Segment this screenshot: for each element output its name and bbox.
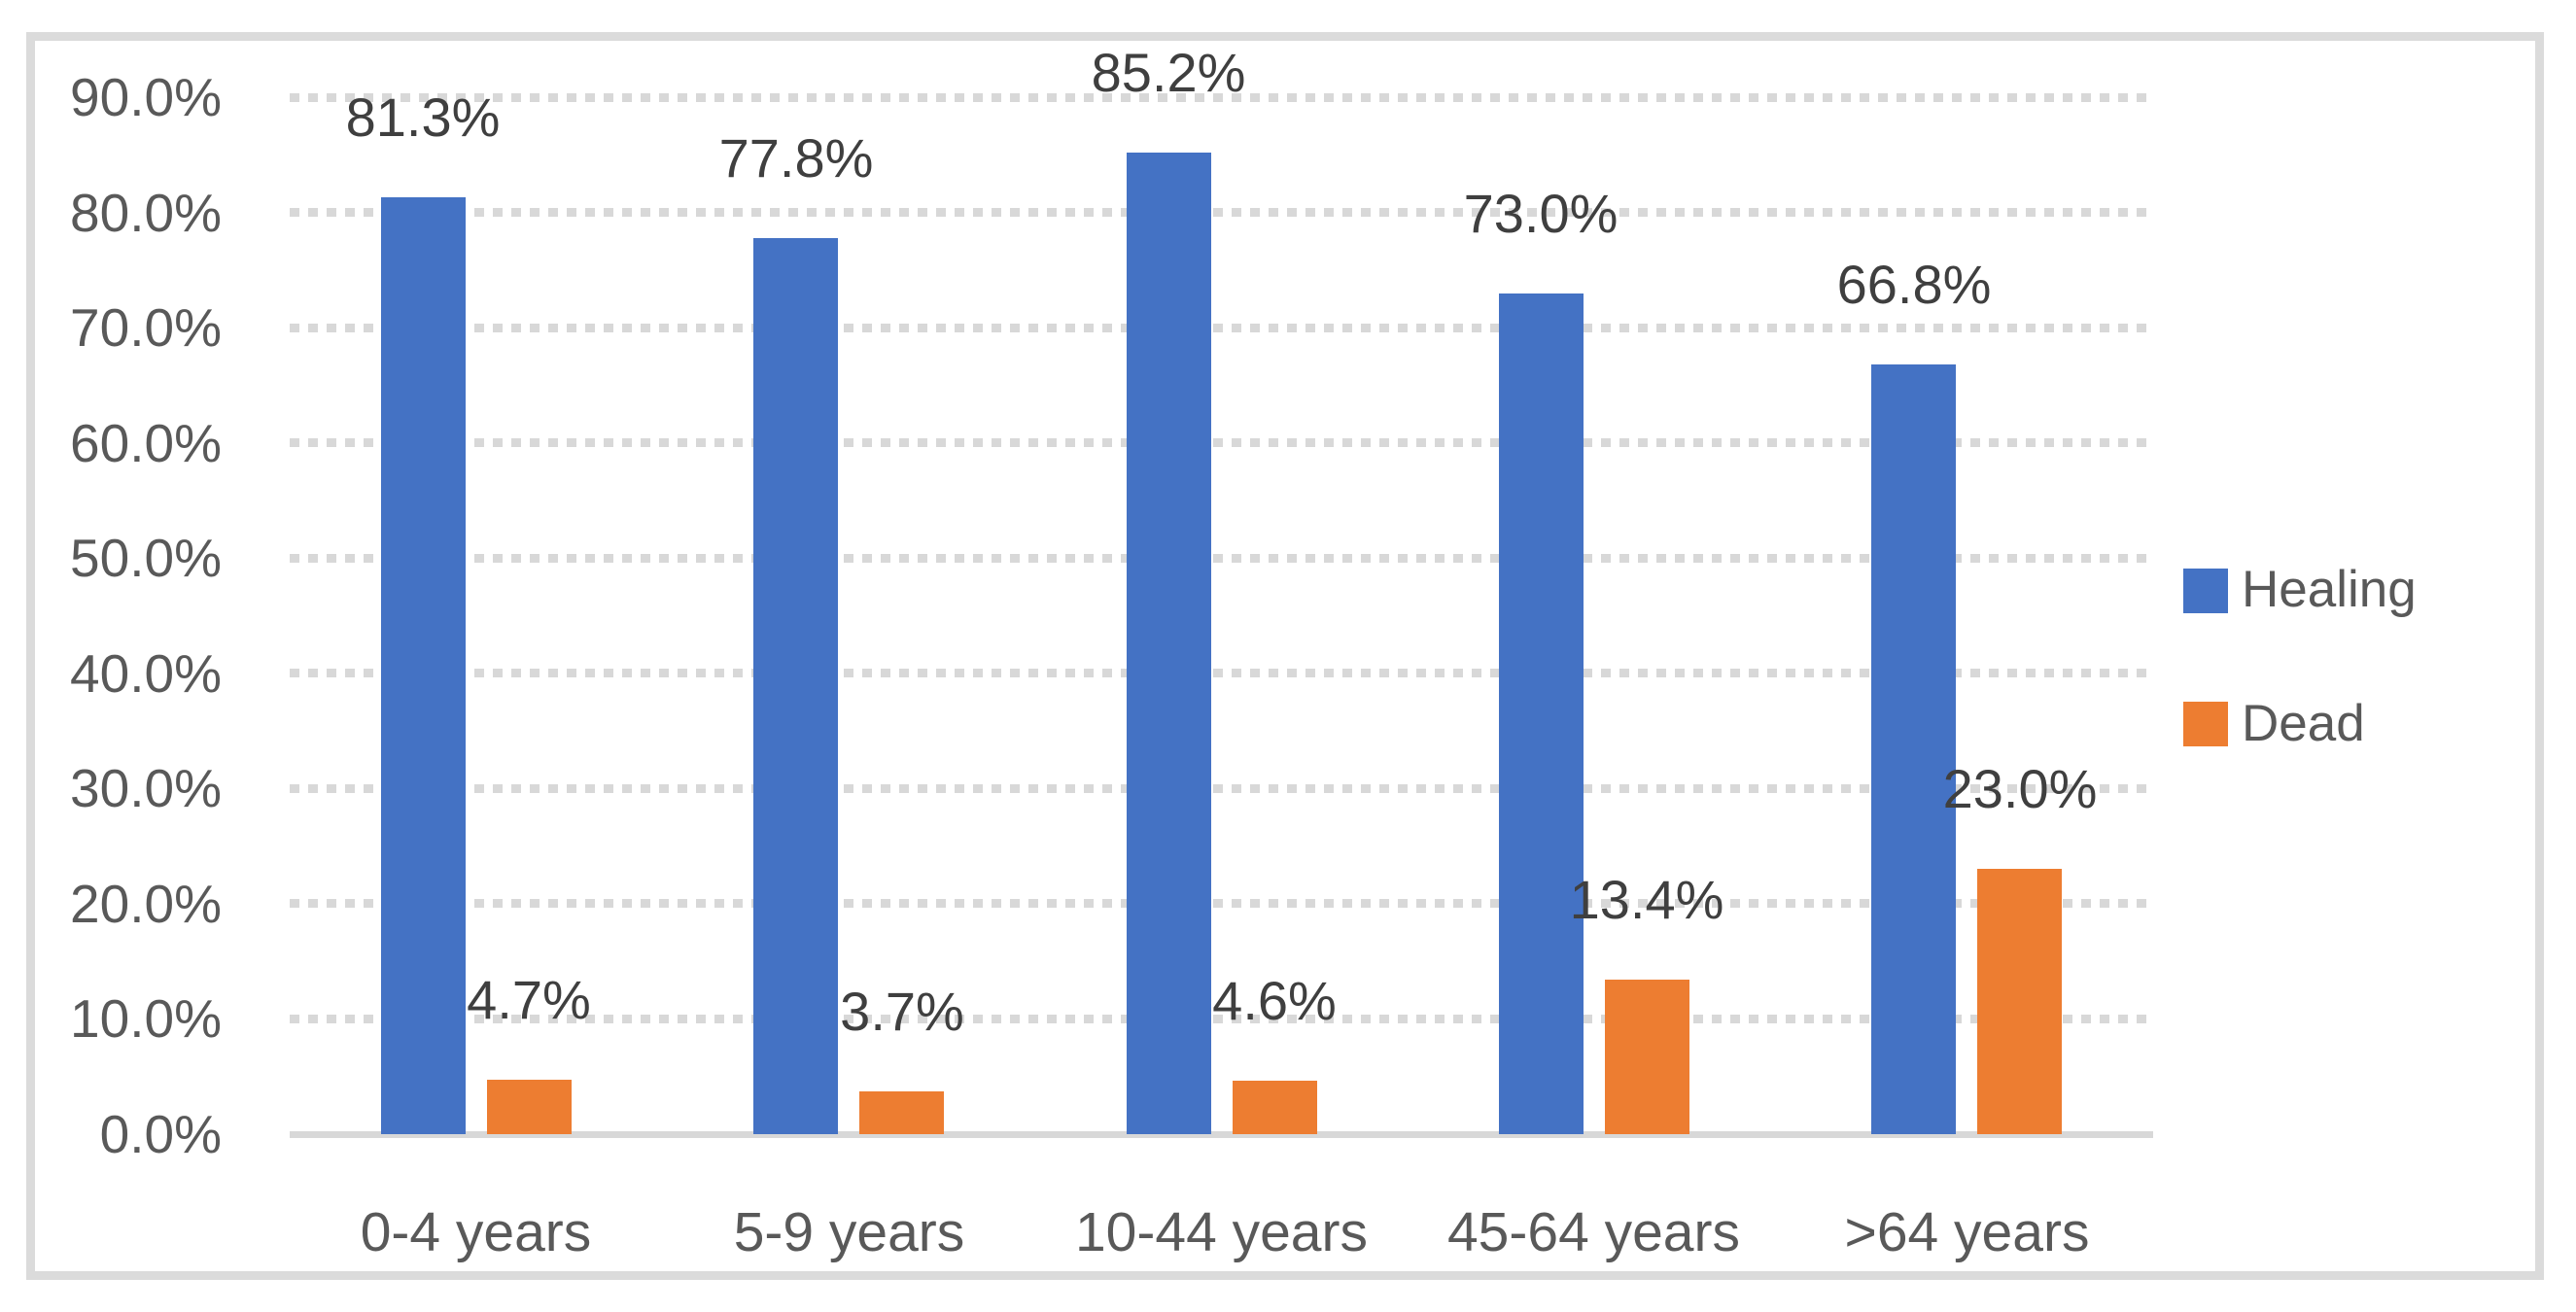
y-tick-label-50.0%: 50.0% xyxy=(70,528,222,588)
x-category-label-5-9-years: 5-9 years xyxy=(733,1201,965,1263)
data-label-dead-45-64-years: 13.4% xyxy=(1569,869,1724,930)
y-tick-label-40.0%: 40.0% xyxy=(70,643,222,704)
y-tick-label-30.0%: 30.0% xyxy=(70,758,222,818)
gridline-80 xyxy=(290,208,2153,217)
bar-dead-45-64-years xyxy=(1605,980,1689,1134)
y-tick-label-10.0%: 10.0% xyxy=(70,988,222,1049)
x-category-label--64-years: >64 years xyxy=(1844,1201,2090,1263)
bar-dead-10-44-years xyxy=(1233,1081,1317,1134)
bar-healing-5-9-years xyxy=(753,238,838,1134)
x-axis-baseline xyxy=(290,1131,2153,1138)
data-label-dead-10-44-years: 4.6% xyxy=(1212,970,1337,1031)
y-tick-label-60.0%: 60.0% xyxy=(70,413,222,473)
data-label-dead-5-9-years: 3.7% xyxy=(840,981,964,1042)
legend-label-dead: Dead xyxy=(2242,695,2365,752)
gridline-50 xyxy=(290,554,2153,563)
legend-swatch-dead xyxy=(2183,702,2228,746)
gridline-40 xyxy=(290,669,2153,677)
gridline-90 xyxy=(290,93,2153,102)
data-label-dead--64-years: 23.0% xyxy=(1942,758,2098,819)
data-label-healing-45-64-years: 73.0% xyxy=(1463,183,1619,244)
y-tick-label-90.0%: 90.0% xyxy=(70,67,222,127)
bar-dead-5-9-years xyxy=(859,1091,944,1134)
y-tick-label-80.0%: 80.0% xyxy=(70,183,222,243)
legend-swatch-healing xyxy=(2183,569,2228,613)
data-label-healing-10-44-years: 85.2% xyxy=(1091,42,1246,103)
bar-dead-0-4-years xyxy=(487,1080,572,1134)
x-category-label-0-4-years: 0-4 years xyxy=(360,1201,592,1263)
bar-healing-10-44-years xyxy=(1127,153,1211,1134)
y-tick-label-20.0%: 20.0% xyxy=(70,874,222,934)
legend-label-healing: Healing xyxy=(2242,561,2417,618)
y-tick-label-0.0%: 0.0% xyxy=(99,1104,222,1164)
bar-healing--64-years xyxy=(1871,364,1956,1134)
gridline-20 xyxy=(290,899,2153,908)
x-category-label-45-64-years: 45-64 years xyxy=(1446,1201,1740,1263)
gridline-30 xyxy=(290,784,2153,793)
data-label-healing-5-9-years: 77.8% xyxy=(718,127,874,189)
gridline-70 xyxy=(290,324,2153,332)
bar-dead--64-years xyxy=(1977,869,2062,1134)
bar-healing-45-64-years xyxy=(1499,293,1584,1134)
y-tick-label-70.0%: 70.0% xyxy=(70,297,222,358)
gridline-60 xyxy=(290,438,2153,447)
data-label-healing-0-4-years: 81.3% xyxy=(345,86,501,148)
gridline-10 xyxy=(290,1015,2153,1023)
x-category-label-10-44-years: 10-44 years xyxy=(1074,1201,1368,1263)
data-label-healing--64-years: 66.8% xyxy=(1836,254,1992,315)
bar-healing-0-4-years xyxy=(381,197,466,1134)
data-label-dead-0-4-years: 4.7% xyxy=(467,969,591,1030)
